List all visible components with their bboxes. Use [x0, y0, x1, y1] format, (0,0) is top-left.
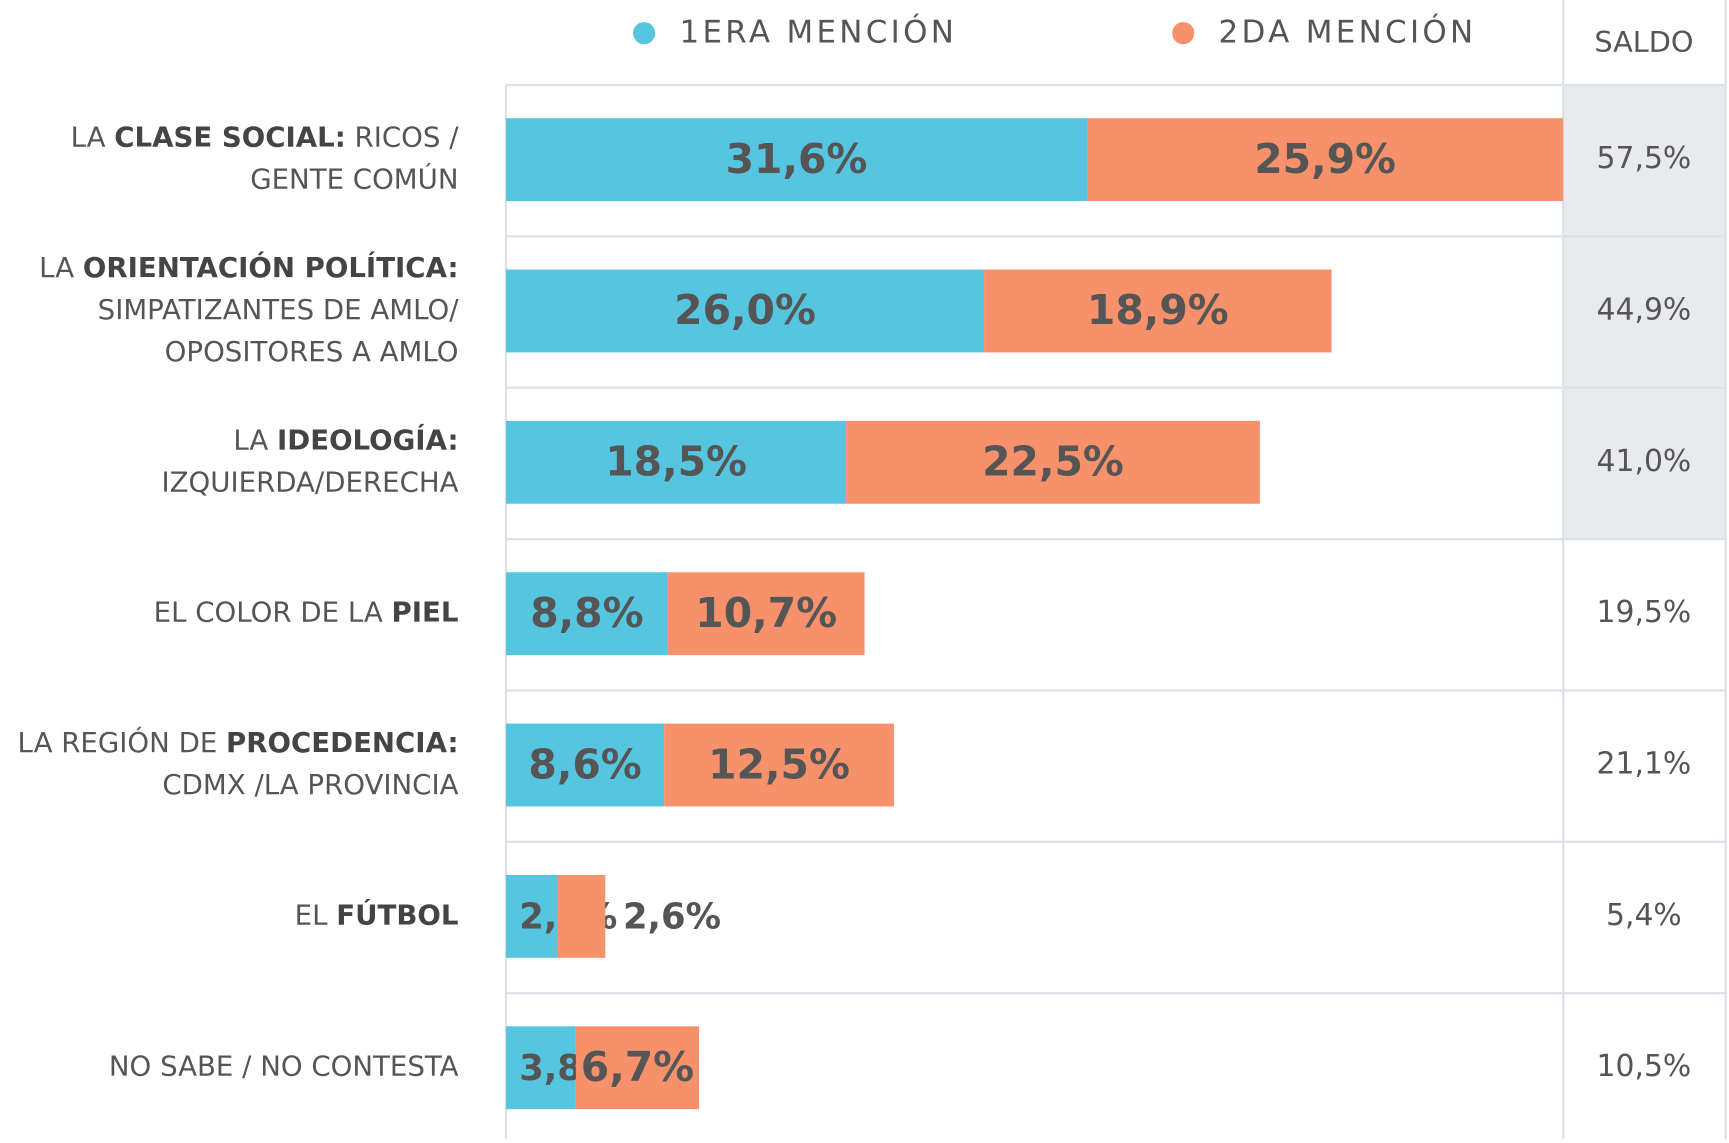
category-label-part: SIMPATIZANTES DE AMLO/: [98, 293, 460, 326]
bar-segment: [984, 269, 1332, 353]
category-label-part: IZQUIERDA/DERECHA: [162, 465, 459, 498]
bar-segment: [557, 874, 606, 958]
category-label: SIMPATIZANTES DE AMLO/: [98, 293, 460, 326]
bar-value-label: 6,7%: [581, 1043, 694, 1091]
bar-value-label: 12,5%: [708, 740, 850, 788]
category-label-part: OPOSITORES A AMLO: [165, 335, 459, 368]
bar-segment: [667, 572, 865, 656]
category-label-part: NO SABE / NO CONTESTA: [109, 1050, 459, 1083]
saldo-value: 19,5%: [1597, 595, 1692, 630]
bar-segment: [664, 723, 894, 807]
category-label-part: LA: [71, 121, 115, 154]
bar-segment: [506, 572, 668, 656]
category-label-part: PIEL: [392, 596, 459, 629]
category-label: OPOSITORES A AMLO: [165, 335, 459, 368]
bar-segment: [1087, 118, 1564, 202]
saldo-value: 21,1%: [1597, 747, 1692, 782]
bar-value-label: 8,8%: [530, 589, 643, 637]
category-label-part: ORIENTACIÓN POLÍTICA:: [83, 250, 459, 284]
saldo-highlight: [1563, 85, 1726, 237]
category-label: IZQUIERDA/DERECHA: [162, 465, 459, 498]
bar-segment: [506, 420, 847, 504]
saldo-value: 5,4%: [1606, 898, 1682, 933]
category-label: CDMX /LA PROVINCIA: [162, 768, 458, 801]
category-label: LA REGIÓN DE PROCEDENCIA:: [18, 725, 459, 759]
category-label-part: EL COLOR DE LA: [154, 596, 392, 629]
saldo-highlight: [1563, 387, 1726, 540]
category-label-part: PROCEDENCIA:: [226, 726, 458, 759]
bar-segment: [846, 420, 1260, 504]
saldo-value: 57,5%: [1597, 141, 1692, 176]
bar-value-label: 18,9%: [1087, 286, 1229, 334]
category-label: LA IDEOLOGÍA:: [233, 422, 458, 456]
bar-segment: [506, 269, 985, 353]
bar-segment: [575, 1026, 700, 1110]
bar-value-label: 2,6%: [623, 897, 721, 938]
category-label-part: CDMX /LA PROVINCIA: [162, 768, 458, 801]
saldo-highlight: [1563, 236, 1726, 388]
category-label-part: LA REGIÓN DE: [18, 725, 227, 759]
saldo-value: 41,0%: [1597, 444, 1692, 479]
category-label: LA CLASE SOCIAL: RICOS /: [71, 121, 460, 154]
category-label: NO SABE / NO CONTESTA: [109, 1050, 459, 1083]
category-label-part: GENTE COMÚN: [250, 162, 458, 196]
saldo-header: SALDO: [1594, 25, 1693, 59]
category-label: EL FÚTBOL: [295, 897, 459, 931]
category-label-part: LA: [233, 423, 277, 456]
category-label-part: IDEOLOGÍA:: [277, 422, 458, 456]
bar-value-label: 8,6%: [528, 740, 641, 788]
legend-label: 2DA MENCIÓN: [1219, 14, 1477, 51]
category-label: LA ORIENTACIÓN POLÍTICA:: [39, 250, 458, 284]
saldo-value: 10,5%: [1597, 1049, 1692, 1084]
category-label-part: FÚTBOL: [336, 897, 458, 931]
legend-swatch: [1172, 22, 1195, 45]
bar-segment: [506, 874, 558, 958]
category-label-part: EL: [295, 898, 337, 931]
legend-label: 1ERA MENCIÓN: [679, 14, 957, 51]
bar-segment: [506, 118, 1088, 202]
bar-value-label: 22,5%: [982, 438, 1124, 486]
category-label-part: CLASE SOCIAL:: [114, 121, 345, 154]
bar-segment: [506, 723, 665, 807]
category-label: GENTE COMÚN: [250, 162, 458, 196]
bar-value-label: 26,0%: [674, 286, 816, 334]
category-label: EL COLOR DE LA PIEL: [154, 596, 459, 629]
bar-value-label: 18,5%: [605, 438, 747, 486]
legend-swatch: [633, 22, 656, 45]
bar-value-label: 10,7%: [695, 589, 837, 637]
bar-segment: [506, 1026, 576, 1110]
saldo-value: 44,9%: [1597, 292, 1692, 327]
category-label-part: RICOS /: [346, 121, 459, 154]
bar-value-label: 31,6%: [726, 135, 868, 183]
bar-value-label: 25,9%: [1254, 135, 1396, 183]
category-label-part: LA: [39, 251, 83, 284]
